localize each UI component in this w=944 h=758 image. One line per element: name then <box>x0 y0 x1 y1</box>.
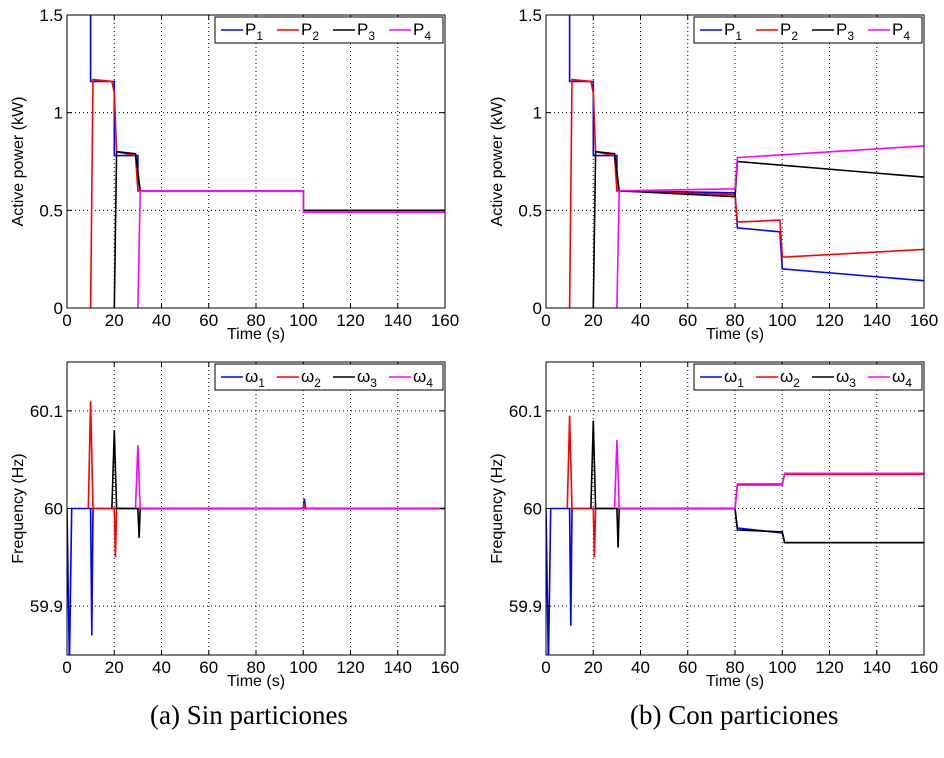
series-group <box>67 401 445 655</box>
x-tick-label: 160 <box>431 658 459 677</box>
legend: P1 P2 P3 P4 <box>214 16 444 44</box>
y-tick-label: 1.5 <box>518 6 542 25</box>
y-tick-label: 60.1 <box>509 402 542 421</box>
series-group <box>546 415 924 655</box>
y-tick-label: 1 <box>54 104 63 123</box>
y-tick-label: 0 <box>533 299 542 318</box>
legend-label-4: ω4 <box>413 367 433 390</box>
x-axis-label: Time (s) <box>706 326 764 343</box>
x-tick-label: 80 <box>726 658 745 677</box>
y-tick-label: 1.5 <box>39 6 63 25</box>
x-tick-label: 120 <box>336 658 364 677</box>
series-line-4 <box>134 444 445 510</box>
x-tick-label: 100 <box>289 311 317 330</box>
x-tick-label: 120 <box>815 658 843 677</box>
x-tick-label: 20 <box>584 311 603 330</box>
legend-label-1: P1 <box>245 20 263 43</box>
y-axis-label: Active power (kW) <box>489 97 506 227</box>
y-tick-label: 59.9 <box>30 597 63 616</box>
x-tick-label: 140 <box>863 658 891 677</box>
y-tick-label: 60 <box>44 500 63 519</box>
legend-label-3: ω3 <box>357 367 377 390</box>
y-axis-label: Frequency (Hz) <box>489 453 506 563</box>
legend: P1 P2 P3 P4 <box>693 16 923 44</box>
x-tick-label: 20 <box>105 311 124 330</box>
x-tick-label: 20 <box>105 658 124 677</box>
legend-label-1: ω1 <box>245 367 265 390</box>
y-tick-label: 60.1 <box>30 402 63 421</box>
chart-freq-b: 0 20 40 60 80 100 120 140 160 59.9 60 60.1 Time (s) F… <box>489 361 938 690</box>
x-axis-label: Time (s) <box>227 673 285 690</box>
y-tick-label: 0.5 <box>518 201 542 220</box>
x-tick-label: 20 <box>584 658 603 677</box>
x-tick-label: 100 <box>289 658 317 677</box>
legend-label-2: ω2 <box>780 367 800 390</box>
legend: ω1 ω2 ω3 ω4 <box>214 363 444 391</box>
legend-label-2: P2 <box>780 20 798 43</box>
x-tick-label: 80 <box>726 311 745 330</box>
caption-b: (b) Con particiones <box>630 700 839 730</box>
chart-power-a: 0 20 40 60 80 100 120 140 160 0 0.5 1 1.5 Time (s) Act… <box>10 6 459 343</box>
x-tick-label: 0 <box>62 658 71 677</box>
x-tick-label: 140 <box>384 658 412 677</box>
legend-label-1: ω1 <box>724 367 744 390</box>
y-tick-label: 59.9 <box>509 597 542 616</box>
x-tick-label: 60 <box>199 311 218 330</box>
y-axis-label: Active power (kW) <box>10 97 27 227</box>
x-axis-label: Time (s) <box>227 326 285 343</box>
x-tick-label: 40 <box>152 311 171 330</box>
legend-label-4: ω4 <box>892 367 912 390</box>
series-line-2 <box>568 78 924 308</box>
y-tick-label: 0 <box>54 299 63 318</box>
x-tick-label: 140 <box>384 311 412 330</box>
legend-label-3: ω3 <box>836 367 856 390</box>
x-tick-label: 60 <box>678 311 697 330</box>
x-tick-label: 40 <box>631 311 650 330</box>
x-tick-label: 160 <box>910 658 938 677</box>
x-tick-label: 120 <box>336 311 364 330</box>
x-tick-label: 40 <box>152 658 171 677</box>
legend: ω1 ω2 ω3 ω4 <box>693 363 923 391</box>
x-axis-label: Time (s) <box>706 673 764 690</box>
y-tick-label: 60 <box>523 500 542 519</box>
x-tick-label: 60 <box>199 658 218 677</box>
y-axis-label: Frequency (Hz) <box>10 453 27 563</box>
x-tick-label: 0 <box>541 311 550 330</box>
x-tick-label: 0 <box>541 658 550 677</box>
series-group <box>89 15 445 308</box>
plot-area <box>67 15 445 308</box>
legend-label-4: P4 <box>892 20 910 43</box>
x-tick-label: 40 <box>631 658 650 677</box>
x-tick-label: 80 <box>247 658 266 677</box>
chart-power-b: 0 20 40 60 80 100 120 140 160 0 0.5 1 1.5 Time (s) Act… <box>489 6 938 343</box>
x-tick-label: 140 <box>863 311 891 330</box>
x-tick-label: 100 <box>768 658 796 677</box>
series-line-2 <box>87 401 445 558</box>
x-tick-label: 120 <box>815 311 843 330</box>
x-tick-label: 160 <box>431 311 459 330</box>
chart-freq-a: 0 20 40 60 80 100 120 140 160 59.9 60 60.1 Time (s) F… <box>10 361 459 690</box>
legend-label-1: P1 <box>724 20 742 43</box>
x-tick-label: 100 <box>768 311 796 330</box>
legend-label-3: P3 <box>836 20 854 43</box>
legend-label-3: P3 <box>357 20 375 43</box>
legend-label-2: P2 <box>301 20 319 43</box>
x-tick-label: 60 <box>678 658 697 677</box>
series-group <box>568 15 924 308</box>
y-tick-label: 1 <box>533 104 542 123</box>
x-tick-label: 160 <box>910 311 938 330</box>
plot-area <box>546 15 924 308</box>
x-tick-label: 80 <box>247 311 266 330</box>
legend-label-4: P4 <box>413 20 431 43</box>
series-line-4 <box>137 190 445 308</box>
caption-a: (a) Sin particiones <box>150 700 348 730</box>
y-tick-label: 0.5 <box>39 201 63 220</box>
x-tick-label: 0 <box>62 311 71 330</box>
legend-label-2: ω2 <box>301 367 321 390</box>
series-line-4 <box>616 145 924 308</box>
series-line-4 <box>613 440 924 510</box>
